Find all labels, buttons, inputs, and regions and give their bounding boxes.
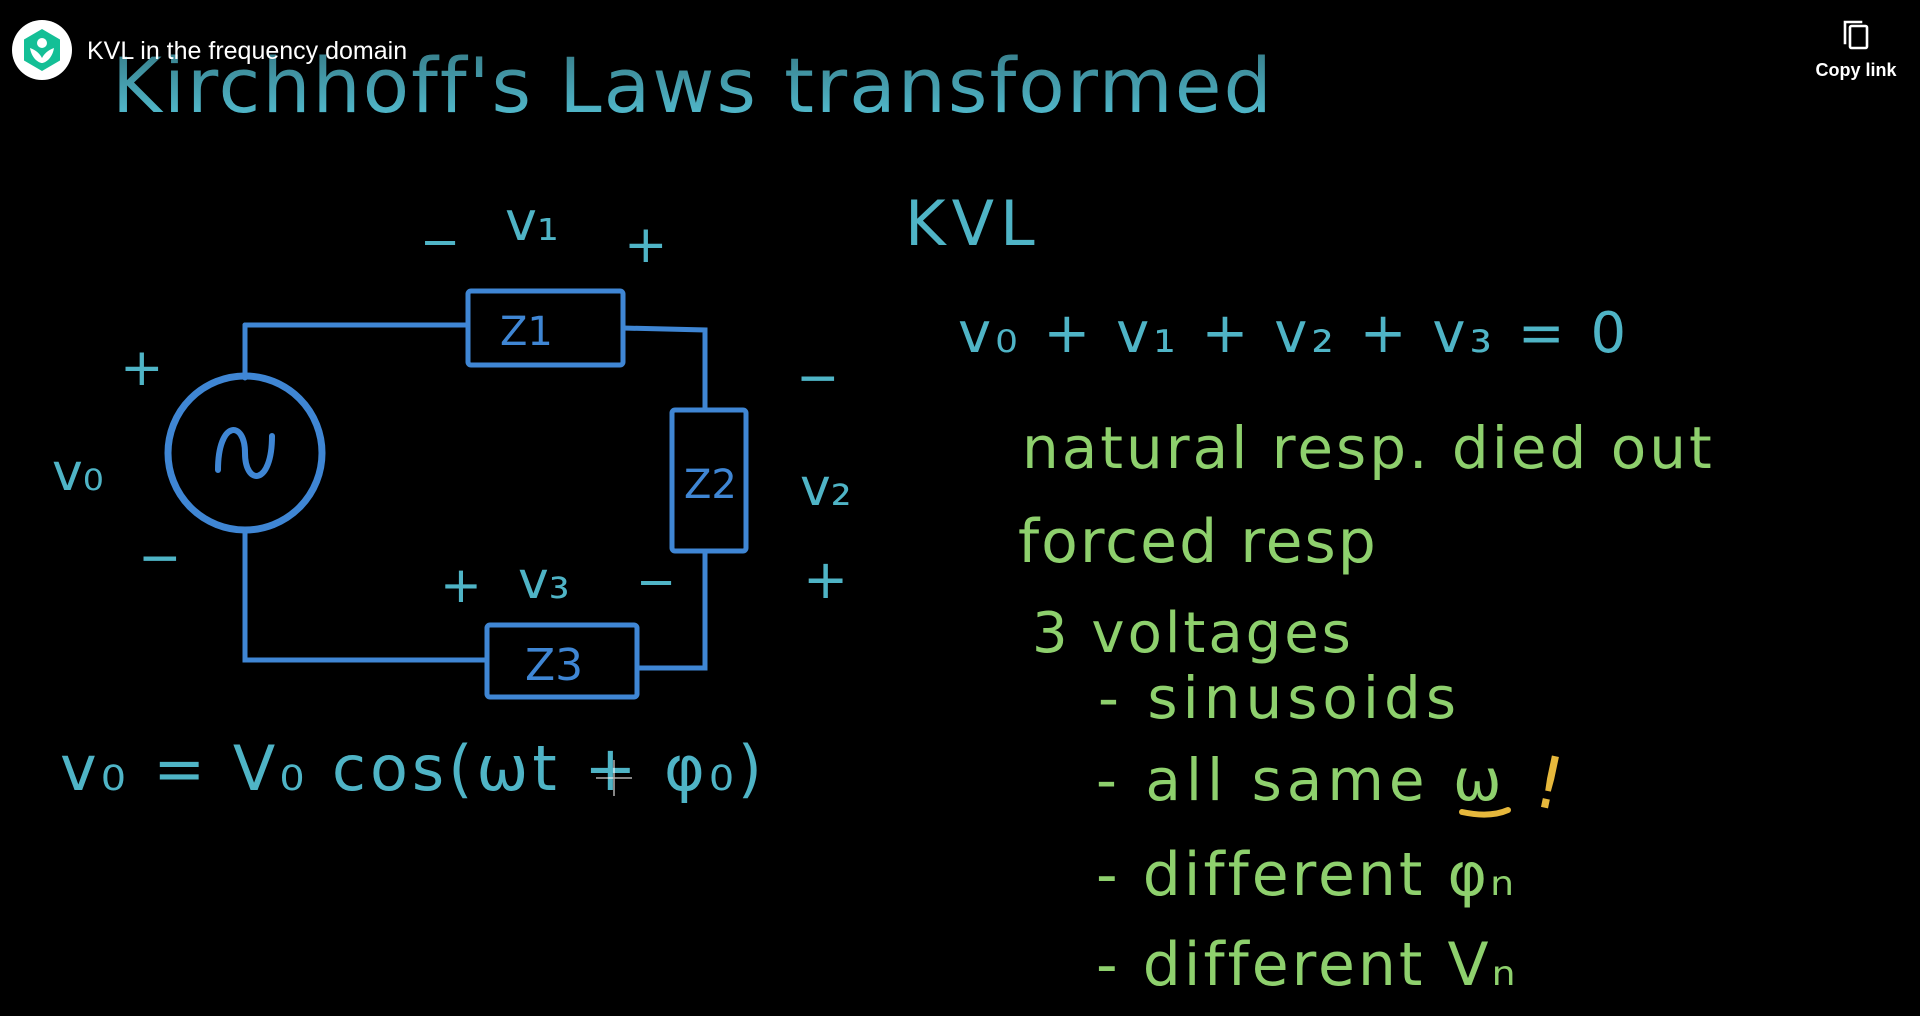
wire-right-bottom xyxy=(634,548,708,671)
copy-link-label: Copy link xyxy=(1815,60,1897,80)
v1-plus: + xyxy=(624,215,668,275)
z3-label: Z3 xyxy=(525,640,583,691)
copy-icon xyxy=(1843,20,1869,50)
v2-plus: + xyxy=(803,548,848,611)
v3-label: v₃ xyxy=(518,551,570,611)
copy-link-button[interactable]: Copy link xyxy=(1812,18,1900,81)
exclamation-mark: ! xyxy=(1527,739,1573,827)
v0-minus: − xyxy=(138,528,182,588)
wire-top-right xyxy=(620,325,708,413)
v0-plus: + xyxy=(120,338,164,398)
v0-label: v₀ xyxy=(52,443,104,503)
ac-source-icon xyxy=(164,372,326,534)
channel-logo[interactable] xyxy=(12,20,72,80)
note-same-omega: - all same ω xyxy=(1096,746,1507,814)
khan-academy-logo-icon xyxy=(24,29,60,71)
sine-wave-icon xyxy=(215,427,275,479)
note-three-voltages: 3 voltages xyxy=(1032,601,1354,666)
video-title[interactable]: KVL in the frequency domain xyxy=(87,37,408,65)
drawing-cursor-icon xyxy=(596,760,632,796)
v2-label: v₂ xyxy=(800,458,852,518)
note-sinusoids: - sinusoids xyxy=(1098,664,1461,732)
v3-minus: − xyxy=(636,554,676,610)
omega-underline xyxy=(1459,807,1511,818)
z2-label: Z2 xyxy=(684,462,737,508)
v3-plus: + xyxy=(440,556,482,614)
notes-list: natural resp. died out forced resp 3 vol… xyxy=(1018,414,1715,1000)
note-different-phase: - different φₙ xyxy=(1096,840,1517,910)
note-different-amplitude: - different Vₙ xyxy=(1096,930,1518,1000)
v2-minus: − xyxy=(796,348,840,408)
wire-left-bottom xyxy=(242,529,490,663)
circuit-diagram xyxy=(164,288,749,700)
note-natural-response: natural resp. died out xyxy=(1022,414,1715,482)
z1-resistor xyxy=(465,288,626,368)
v1-label: v₁ xyxy=(505,190,559,253)
v1-minus: − xyxy=(420,214,460,270)
kvl-equation: v₀ + v₁ + v₂ + v₃ = 0 xyxy=(958,301,1630,366)
source-equation: v₀ = V₀ cos(ωt + φ₀) xyxy=(60,732,766,805)
circuit-labels: Z1 Z2 Z3 − v₁ + + v₀ − − v₂ + + v₃ − xyxy=(52,190,852,691)
z3-resistor xyxy=(484,622,640,700)
z1-label: Z1 xyxy=(500,309,553,355)
note-forced-response: forced resp xyxy=(1018,507,1378,577)
z2-resistor xyxy=(669,407,749,554)
kvl-label: KVL xyxy=(905,187,1041,260)
